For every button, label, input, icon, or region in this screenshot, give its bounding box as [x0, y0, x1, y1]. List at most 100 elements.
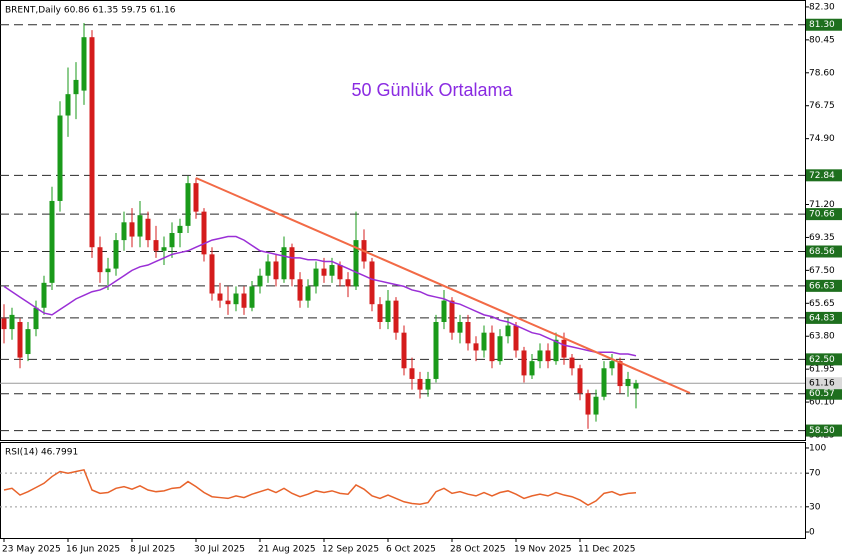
candle-body — [273, 261, 279, 280]
candle-body — [41, 282, 47, 308]
level-label: 66.63 — [809, 281, 835, 291]
candle-body — [209, 254, 215, 294]
candle-body — [305, 286, 311, 301]
candle-body — [185, 183, 191, 226]
rsi-title: RSI(14) 46.7991 — [5, 448, 78, 458]
y-tick-label: 82.30 — [809, 2, 835, 12]
trendline — [195, 177, 691, 394]
y-tick-label: 69.35 — [809, 233, 835, 243]
level-label: 58.50 — [809, 426, 835, 436]
candle-body — [377, 304, 383, 322]
candle-body — [481, 332, 487, 351]
candle-body — [9, 314, 15, 330]
candle-body — [401, 332, 407, 369]
candle-body — [281, 247, 287, 280]
candle-body — [569, 357, 575, 369]
y-tick-label: 76.75 — [809, 101, 835, 111]
candle-body — [17, 321, 23, 358]
candle-body — [353, 240, 359, 287]
level-box — [806, 18, 842, 31]
candle-body — [369, 261, 375, 305]
candle-body — [609, 361, 615, 369]
y-tick-label: 63.80 — [809, 332, 835, 342]
y-tick-label: 65.65 — [809, 299, 835, 309]
y-tick-label: 0 — [809, 528, 815, 538]
candle-body — [505, 325, 511, 337]
candle-body — [417, 378, 423, 390]
candle-body — [137, 215, 143, 237]
candle-body — [313, 268, 319, 287]
candle-body — [553, 339, 559, 362]
level-box — [806, 279, 842, 292]
candle-body — [217, 293, 223, 301]
level-label: 72.84 — [809, 171, 835, 181]
candle-body — [153, 240, 159, 251]
level-label: 68.56 — [809, 247, 835, 257]
candle-body — [241, 293, 247, 308]
moving-average — [3, 235, 637, 357]
candle-body — [473, 343, 479, 351]
y-tick-label: 100 — [809, 443, 826, 453]
candle-body — [441, 300, 447, 322]
candle-body — [81, 37, 87, 91]
main-frame — [0, 0, 806, 441]
y-tick-label: 67.50 — [809, 266, 835, 276]
candle-body — [73, 79, 79, 95]
annotation: 50 Günlük Ortalama — [351, 80, 513, 100]
level-box — [806, 424, 842, 437]
candle-body — [577, 368, 583, 394]
candle-body — [545, 350, 551, 362]
candle-body — [385, 300, 391, 322]
candle-body — [521, 350, 527, 376]
y-tick-label: 74.90 — [809, 134, 835, 144]
level-box — [806, 245, 842, 258]
candle-body — [145, 218, 151, 241]
candle-body — [57, 115, 63, 201]
level-box — [806, 353, 842, 366]
y-tick-label: 71.20 — [809, 200, 835, 210]
candle-body — [513, 325, 519, 351]
level-box — [806, 208, 842, 221]
x-tick-label: 28 Oct 2025 — [450, 545, 506, 555]
candle-body — [617, 361, 623, 387]
x-tick-label: 6 Oct 2025 — [386, 545, 436, 555]
level-label: 60.57 — [809, 389, 835, 399]
y-tick-label: 60.10 — [809, 398, 835, 408]
x-tick-label: 19 Nov 2025 — [514, 545, 572, 555]
candle-body — [537, 350, 543, 362]
candle-body — [633, 383, 639, 389]
candle-body — [601, 368, 607, 397]
candle-body — [321, 268, 327, 276]
candle-body — [193, 183, 199, 212]
candle-body — [289, 247, 295, 280]
y-tick-label: 30 — [809, 502, 821, 512]
candle-body — [249, 286, 255, 308]
candle-body — [297, 279, 303, 301]
candle-body — [25, 329, 31, 355]
candle-body — [593, 396, 599, 415]
candle-body — [65, 94, 71, 116]
y-tick-label: 61.95 — [809, 365, 835, 375]
candle-body — [113, 240, 119, 269]
candle-body — [49, 200, 55, 283]
candle-body — [257, 275, 263, 287]
chart-title: BRENT,Daily 60.86 61.35 59.75 61.16 — [5, 6, 176, 16]
last-price-box — [806, 377, 842, 390]
level-label: 64.83 — [809, 313, 835, 323]
rsi-line — [3, 468, 637, 506]
candle-body — [465, 321, 471, 344]
candle-body — [585, 393, 591, 415]
last-price-label: 61.16 — [809, 379, 835, 389]
candle-body — [33, 307, 39, 330]
x-tick-label: 23 May 2025 — [2, 545, 61, 555]
level-box — [806, 311, 842, 324]
y-tick-label: 80.45 — [809, 35, 835, 45]
candle-body — [433, 321, 439, 379]
candle-body — [161, 247, 167, 251]
candle-body — [129, 222, 135, 237]
candle-body — [625, 378, 631, 387]
candle-body — [561, 339, 567, 358]
candle-body — [393, 300, 399, 333]
level-label: 70.66 — [809, 210, 835, 220]
